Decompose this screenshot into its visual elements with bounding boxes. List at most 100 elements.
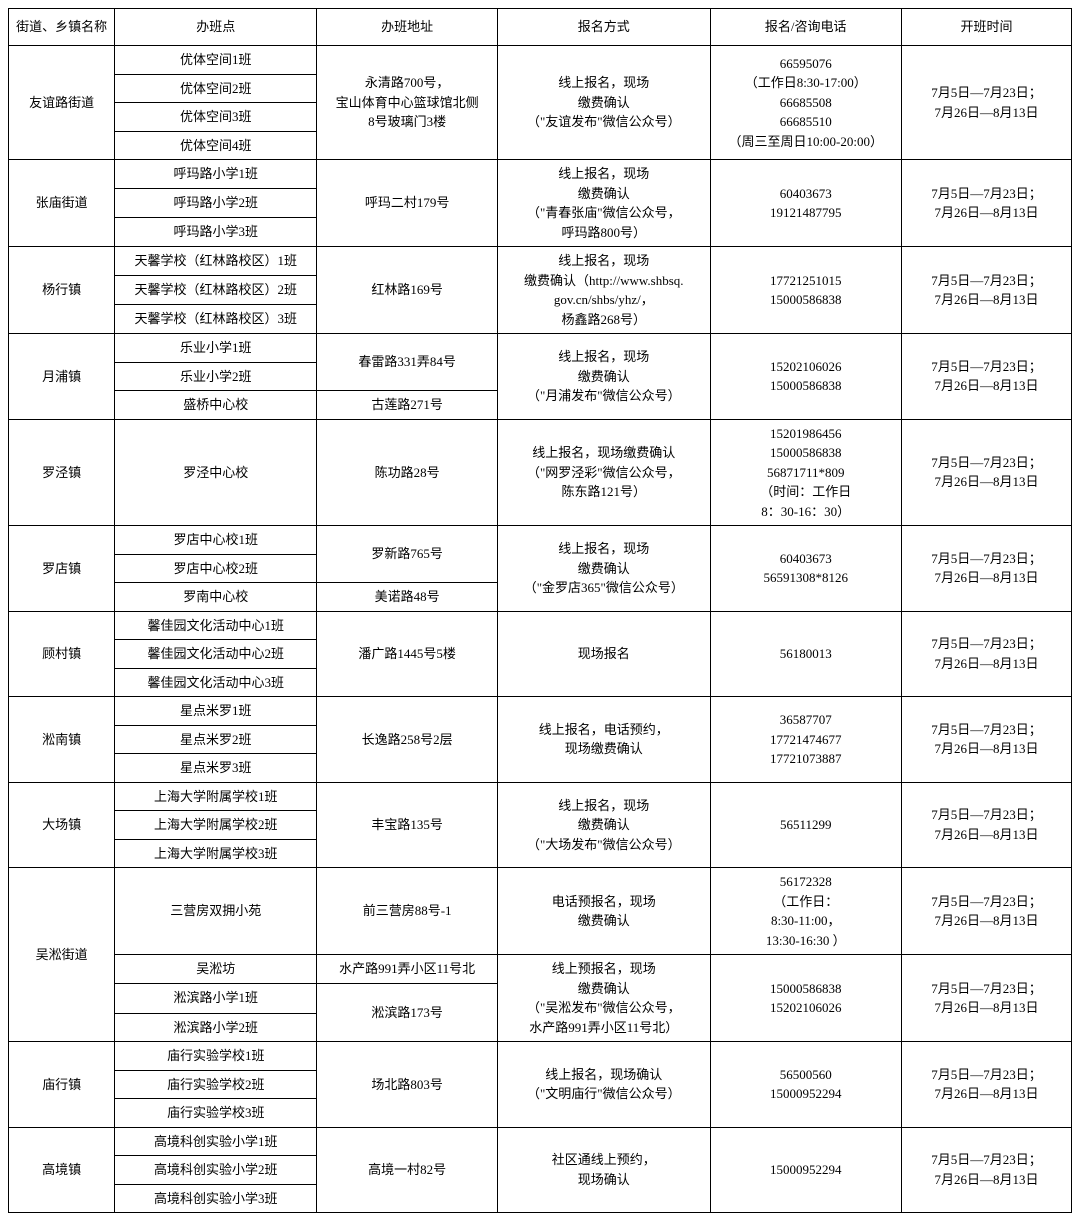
cell-method: 线上报名，现场缴费确认（http://www.shbsq.gov.cn/shbs…: [497, 247, 710, 334]
table-row: 吴淞街道 三营房双拥小苑 前三营房88号-1 电话预报名，现场缴费确认 5617…: [9, 868, 1072, 955]
cell-class: 上海大学附属学校2班: [115, 811, 317, 840]
cell-class: 星点米罗1班: [115, 697, 317, 726]
cell-phone: 1772125101515000586838: [710, 247, 901, 334]
cell-addr: 水产路991弄小区11号北: [317, 955, 498, 984]
table-row: 吴淞坊 水产路991弄小区11号北 线上预报名，现场缴费确认（"吴淞发布"微信公…: [9, 955, 1072, 984]
cell-method: 电话预报名，现场缴费确认: [497, 868, 710, 955]
cell-district: 顾村镇: [9, 611, 115, 697]
cell-class: 天馨学校（红林路校区）2班: [115, 276, 317, 305]
cell-district: 大场镇: [9, 782, 115, 868]
cell-class: 淞滨路小学1班: [115, 983, 317, 1013]
h-method: 报名方式: [497, 9, 710, 46]
cell-method: 线上报名，现场缴费确认（"青春张庙"微信公众号，呼玛路800号）: [497, 160, 710, 247]
cell-class: 呼玛路小学3班: [115, 218, 317, 247]
cell-district: 友谊路街道: [9, 46, 115, 160]
cell-district: 张庙街道: [9, 160, 115, 247]
schedule-table: 街道、乡镇名称 办班点 办班地址 报名方式 报名/咨询电话 开班时间 友谊路街道…: [8, 8, 1072, 1213]
table-row: 罗泾镇 罗泾中心校 陈功路28号 线上报名，现场缴费确认（"网罗泾彩"微信公众号…: [9, 419, 1072, 526]
cell-phone: 66595076（工作日8:30-17:00）6668550866685510（…: [710, 46, 901, 160]
cell-time: 7月5日—7月23日；7月26日—8月13日: [901, 526, 1071, 612]
cell-phone: 6040367319121487795: [710, 160, 901, 247]
cell-time: 7月5日—7月23日；7月26日—8月13日: [901, 247, 1071, 334]
cell-method: 现场报名: [497, 611, 710, 697]
cell-district: 杨行镇: [9, 247, 115, 334]
cell-addr: 春雷路331弄84号: [317, 334, 498, 391]
cell-method: 线上预报名，现场缴费确认（"吴淞发布"微信公众号，水产路991弄小区11号北）: [497, 955, 710, 1042]
cell-time: 7月5日—7月23日；7月26日—8月13日: [901, 868, 1071, 955]
cell-phone: 152019864561500058683856871711*809（时间：工作…: [710, 419, 901, 526]
cell-class: 呼玛路小学1班: [115, 160, 317, 189]
h-class: 办班点: [115, 9, 317, 46]
cell-time: 7月5日—7月23日；7月26日—8月13日: [901, 1127, 1071, 1213]
cell-method: 线上报名，现场缴费确认（"网罗泾彩"微信公众号，陈东路121号）: [497, 419, 710, 526]
cell-class: 上海大学附属学校3班: [115, 839, 317, 868]
cell-addr: 潘广路1445号5楼: [317, 611, 498, 697]
cell-addr: 红林路169号: [317, 247, 498, 334]
cell-class: 三营房双拥小苑: [115, 868, 317, 955]
cell-class: 高境科创实验小学1班: [115, 1127, 317, 1156]
cell-phone: 56511299: [710, 782, 901, 868]
cell-class: 庙行实验学校2班: [115, 1070, 317, 1099]
cell-class: 罗泾中心校: [115, 419, 317, 526]
cell-class: 优体空间1班: [115, 46, 317, 75]
cell-addr: 淞滨路173号: [317, 983, 498, 1042]
cell-addr: 前三营房88号-1: [317, 868, 498, 955]
cell-class: 罗店中心校2班: [115, 554, 317, 583]
cell-phone: 1520210602615000586838: [710, 334, 901, 420]
cell-class: 天馨学校（红林路校区）1班: [115, 247, 317, 276]
cell-method: 线上报名，电话预约，现场缴费确认: [497, 697, 710, 783]
cell-method: 线上报名，现场缴费确认（"金罗店365"微信公众号）: [497, 526, 710, 612]
table-row: 淞南镇 星点米罗1班 长逸路258号2层 线上报名，电话预约，现场缴费确认 36…: [9, 697, 1072, 726]
cell-method: 社区通线上预约，现场确认: [497, 1127, 710, 1213]
cell-addr: 丰宝路135号: [317, 782, 498, 868]
cell-class: 淞滨路小学2班: [115, 1013, 317, 1042]
cell-class: 星点米罗3班: [115, 754, 317, 783]
cell-class: 馨佳园文化活动中心3班: [115, 668, 317, 697]
cell-phone: 1500058683815202106026: [710, 955, 901, 1042]
table-row: 顾村镇 馨佳园文化活动中心1班 潘广路1445号5楼 现场报名 56180013…: [9, 611, 1072, 640]
cell-class: 乐业小学1班: [115, 334, 317, 363]
cell-method: 线上报名，现场确认（"文明庙行"微信公众号）: [497, 1042, 710, 1128]
cell-method: 线上报名，现场缴费确认（"月浦发布"微信公众号）: [497, 334, 710, 420]
cell-phone: 365877071772147467717721073887: [710, 697, 901, 783]
table-row: 张庙街道 呼玛路小学1班 呼玛二村179号 线上报名，现场缴费确认（"青春张庙"…: [9, 160, 1072, 189]
cell-class: 馨佳园文化活动中心2班: [115, 640, 317, 669]
cell-class: 上海大学附属学校1班: [115, 782, 317, 811]
cell-addr: 美诺路48号: [317, 583, 498, 612]
cell-addr: 古莲路271号: [317, 391, 498, 420]
cell-class: 优体空间4班: [115, 131, 317, 160]
table-row: 大场镇 上海大学附属学校1班 丰宝路135号 线上报名，现场缴费确认（"大场发布…: [9, 782, 1072, 811]
table-row: 杨行镇 天馨学校（红林路校区）1班 红林路169号 线上报名，现场缴费确认（ht…: [9, 247, 1072, 276]
cell-class: 罗店中心校1班: [115, 526, 317, 555]
cell-addr: 场北路803号: [317, 1042, 498, 1128]
cell-class: 罗南中心校: [115, 583, 317, 612]
cell-method: 线上报名，现场缴费确认（"大场发布"微信公众号）: [497, 782, 710, 868]
table-row: 庙行镇 庙行实验学校1班 场北路803号 线上报名，现场确认（"文明庙行"微信公…: [9, 1042, 1072, 1071]
cell-district: 庙行镇: [9, 1042, 115, 1128]
table-row: 月浦镇 乐业小学1班 春雷路331弄84号 线上报名，现场缴费确认（"月浦发布"…: [9, 334, 1072, 363]
cell-district: 淞南镇: [9, 697, 115, 783]
cell-district: 吴淞街道: [9, 868, 115, 1042]
cell-addr: 长逸路258号2层: [317, 697, 498, 783]
cell-addr: 罗新路765号: [317, 526, 498, 583]
cell-phone: 5650056015000952294: [710, 1042, 901, 1128]
cell-time: 7月5日—7月23日；7月26日—8月13日: [901, 697, 1071, 783]
cell-phone: 15000952294: [710, 1127, 901, 1213]
cell-addr: 高境一村82号: [317, 1127, 498, 1213]
cell-phone: 56180013: [710, 611, 901, 697]
cell-district: 罗泾镇: [9, 419, 115, 526]
h-addr: 办班地址: [317, 9, 498, 46]
cell-addr: 永清路700号，宝山体育中心篮球馆北侧8号玻璃门3楼: [317, 46, 498, 160]
cell-time: 7月5日—7月23日；7月26日—8月13日: [901, 1042, 1071, 1128]
cell-time: 7月5日—7月23日；7月26日—8月13日: [901, 334, 1071, 420]
cell-time: 7月5日—7月23日；7月26日—8月13日: [901, 46, 1071, 160]
cell-class: 呼玛路小学2班: [115, 189, 317, 218]
cell-time: 7月5日—7月23日；7月26日—8月13日: [901, 611, 1071, 697]
cell-class: 优体空间2班: [115, 74, 317, 103]
cell-class: 高境科创实验小学2班: [115, 1156, 317, 1185]
cell-class: 馨佳园文化活动中心1班: [115, 611, 317, 640]
cell-class: 高境科创实验小学3班: [115, 1184, 317, 1213]
cell-class: 盛桥中心校: [115, 391, 317, 420]
cell-addr: 呼玛二村179号: [317, 160, 498, 247]
table-row: 罗店镇 罗店中心校1班 罗新路765号 线上报名，现场缴费确认（"金罗店365"…: [9, 526, 1072, 555]
